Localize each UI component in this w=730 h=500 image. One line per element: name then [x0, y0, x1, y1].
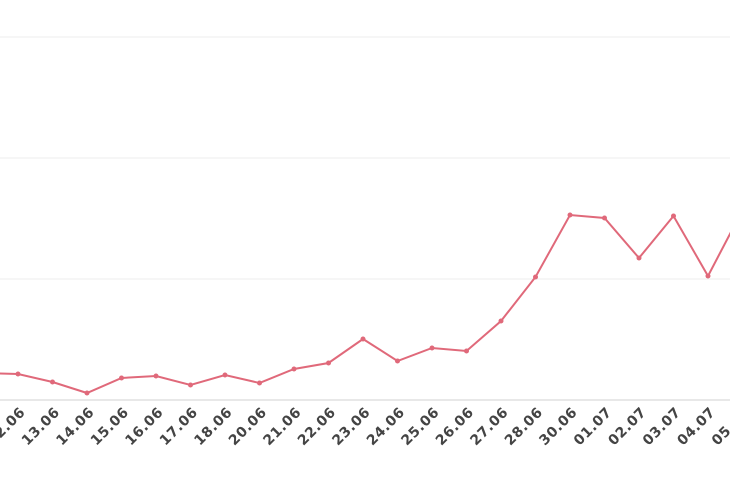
x-tick-label: 28.06 — [502, 405, 546, 449]
x-tick-label: 02.07 — [605, 405, 649, 449]
x-tick-label: 21.06 — [260, 405, 304, 449]
point — [395, 358, 400, 364]
point — [291, 366, 297, 372]
x-tick-label: 03.07 — [640, 405, 684, 449]
point — [602, 215, 607, 221]
point — [360, 336, 366, 342]
point — [533, 274, 538, 280]
point — [222, 372, 228, 378]
x-tick-label: 20.06 — [226, 405, 270, 449]
x-tick-label: 30.06 — [536, 405, 580, 449]
x-tick-label: 26.06 — [433, 405, 477, 449]
point — [153, 373, 159, 379]
point — [119, 375, 124, 381]
x-tick-label: 15.06 — [88, 405, 132, 449]
point — [326, 360, 331, 366]
x-tick-label: 01.07 — [571, 405, 615, 449]
x-tick-label: 13.06 — [19, 405, 63, 449]
x-tick-label: 17.06 — [157, 405, 201, 449]
point — [498, 318, 504, 324]
point — [705, 273, 711, 279]
point — [257, 380, 262, 386]
x-tick-label: 14.06 — [53, 405, 97, 449]
point — [15, 371, 21, 377]
x-tick-label: 16.06 — [122, 405, 166, 449]
point — [636, 255, 642, 261]
point — [671, 213, 676, 219]
x-tick-label: 04.07 — [674, 405, 718, 449]
point — [50, 379, 55, 385]
point — [567, 212, 573, 218]
x-tick-label: 25.06 — [398, 405, 442, 449]
point — [429, 345, 435, 351]
point — [464, 348, 469, 354]
x-tick-label: 18.06 — [191, 405, 235, 449]
line — [0, 213, 730, 395]
point — [84, 390, 90, 396]
x-tick-label: 27.06 — [467, 405, 511, 449]
point — [188, 382, 193, 388]
x-tick-label: 23.06 — [329, 405, 373, 449]
x-tick-label: 22.06 — [295, 405, 339, 449]
x-tick-label: 24.06 — [364, 405, 408, 449]
